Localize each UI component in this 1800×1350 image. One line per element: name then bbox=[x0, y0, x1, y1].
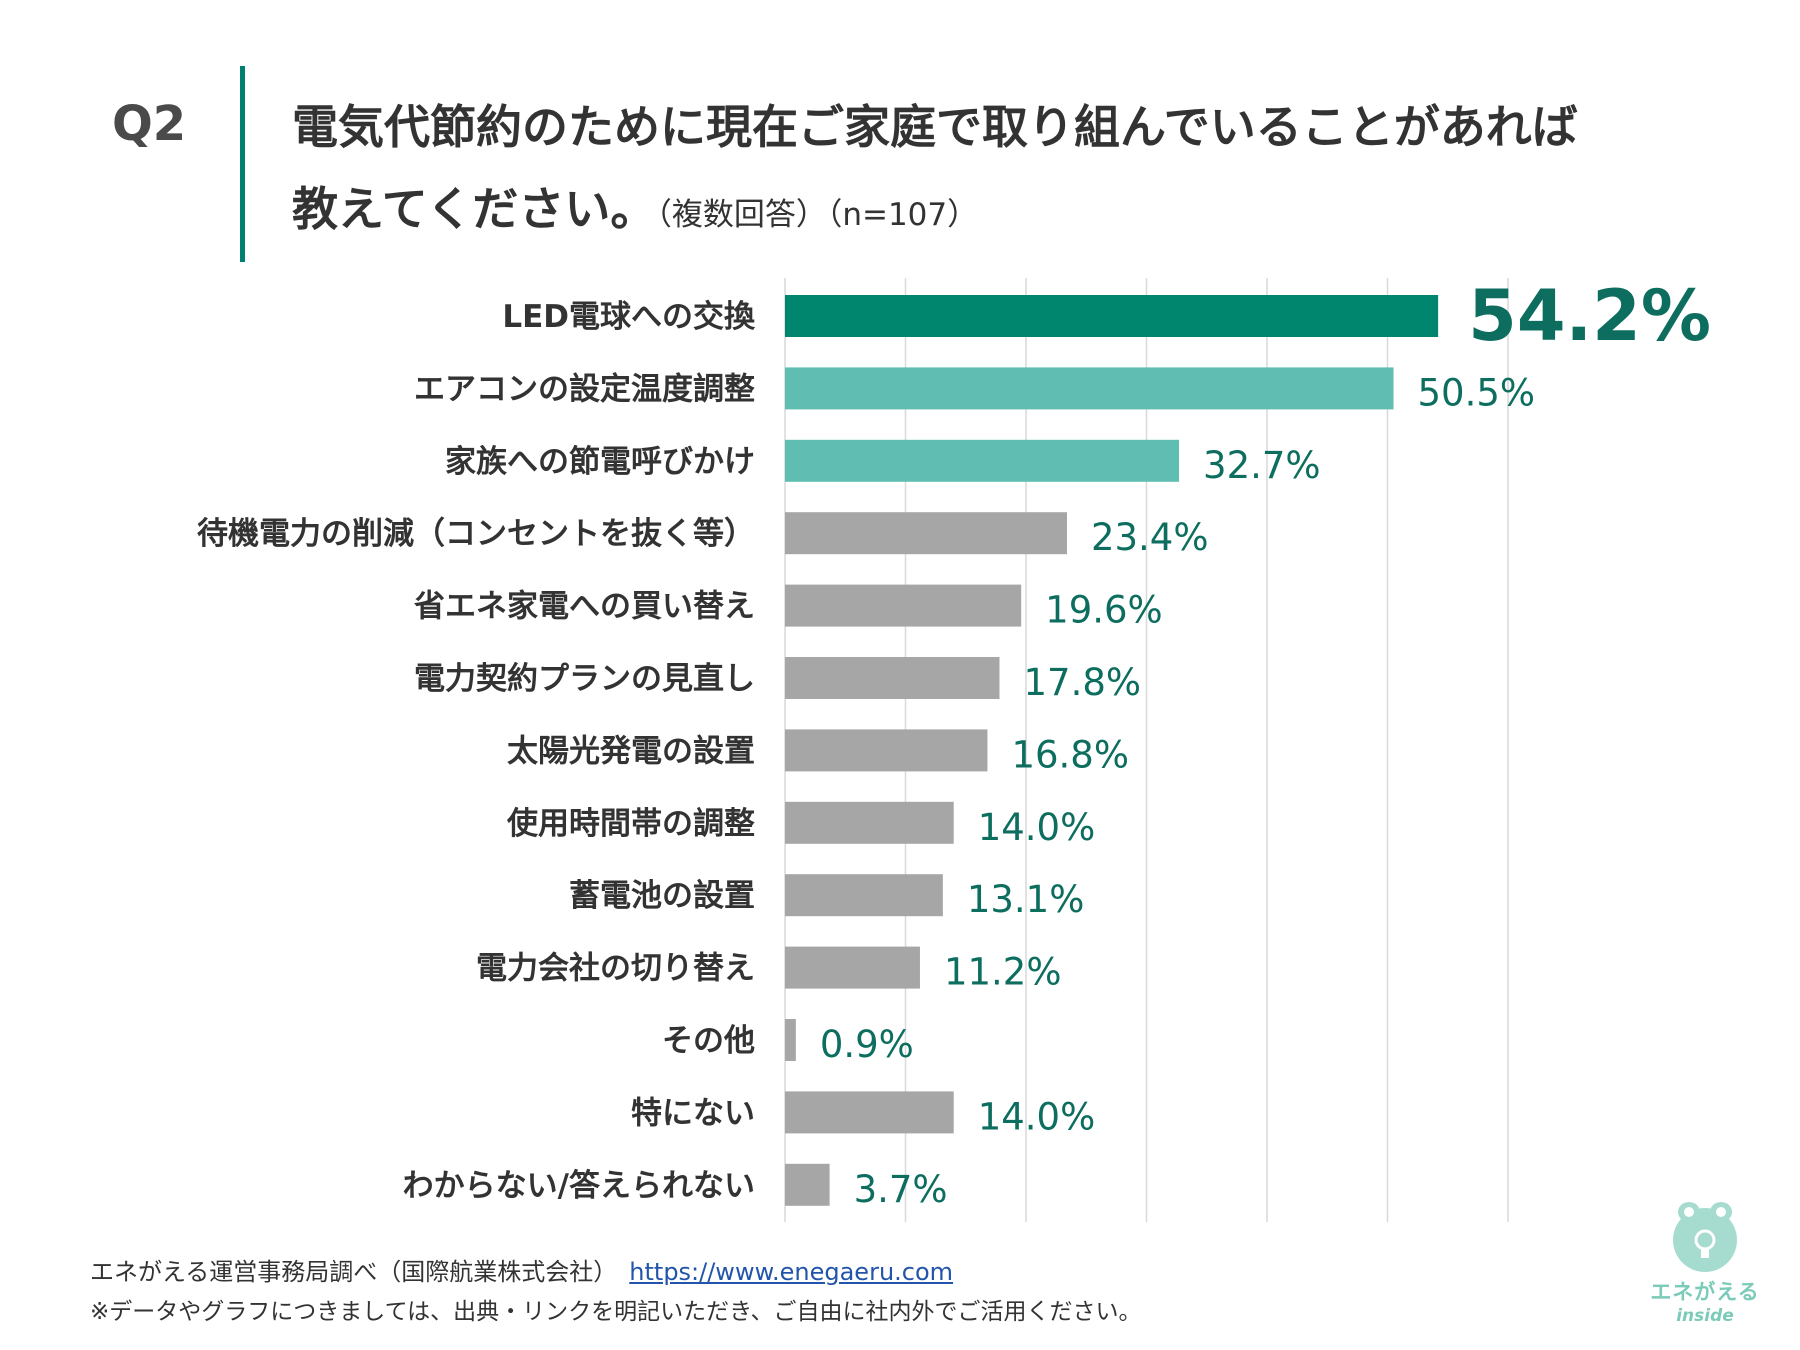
value-label: 3.7% bbox=[854, 1168, 948, 1211]
source-line: エネがえる運営事務局調べ（国際航業株式会社） https://www.enegae… bbox=[90, 1252, 953, 1287]
category-label: 蓄電池の設置 bbox=[569, 878, 755, 914]
value-label: 54.2% bbox=[1468, 275, 1711, 357]
bar-chart: LED電球への交換 54.2% エアコンの設定温度調整 50.5% 家族への節電呼びかけ… bbox=[197, 275, 1711, 1222]
bar bbox=[785, 946, 920, 989]
question-note: （複数回答）（n=107） bbox=[656, 197, 979, 233]
value-label: 14.0% bbox=[978, 806, 1096, 849]
bar bbox=[785, 801, 954, 844]
value-label: 0.9% bbox=[820, 1023, 914, 1066]
category-label: 待機電力の削減（コンセントを抜く等） bbox=[197, 516, 755, 552]
value-label: 14.0% bbox=[978, 1095, 1096, 1138]
bar bbox=[785, 1091, 954, 1134]
category-label: 電力契約プランの見直し bbox=[414, 661, 755, 697]
bar bbox=[785, 512, 1067, 555]
bar bbox=[785, 874, 943, 917]
chart-bars bbox=[785, 295, 1439, 1206]
value-label: 32.7% bbox=[1203, 444, 1321, 487]
chart-labels: LED電球への交換 54.2% エアコンの設定温度調整 50.5% 家族への節電呼びかけ… bbox=[197, 275, 1711, 1211]
source-text: エネがえる運営事務局調べ（国際航業株式会社） bbox=[90, 1258, 618, 1286]
question-title: 電気代節約のために現在ご家庭で取り組んでいることがあれば 教えてください。（複数… bbox=[292, 86, 1732, 256]
category-label: 家族への節電呼びかけ bbox=[445, 444, 755, 480]
title-divider bbox=[240, 66, 245, 262]
bar bbox=[785, 729, 988, 772]
value-label: 13.1% bbox=[967, 878, 1085, 921]
category-label: 特にない bbox=[631, 1095, 755, 1131]
question-line-2: 教えてください。（複数回答）（n=107） bbox=[292, 168, 1732, 256]
source-link[interactable]: https://www.enegaeru.com bbox=[629, 1258, 954, 1286]
category-label: エアコンの設定温度調整 bbox=[414, 371, 755, 407]
bar bbox=[785, 295, 1439, 337]
category-label: その他 bbox=[662, 1023, 755, 1059]
value-label: 16.8% bbox=[1011, 733, 1129, 776]
bar bbox=[785, 1019, 796, 1061]
category-label: わからない/答えられない bbox=[403, 1168, 755, 1204]
bar bbox=[785, 584, 1022, 627]
category-label: 使用時間帯の調整 bbox=[506, 806, 755, 842]
value-label: 19.6% bbox=[1045, 589, 1163, 632]
logo-sub-text: inside bbox=[1676, 1306, 1734, 1326]
value-label: 50.5% bbox=[1418, 371, 1536, 414]
question-line-2-text: 教えてください。 bbox=[292, 182, 657, 236]
brand-logo: エネがえる inside bbox=[1640, 1196, 1770, 1336]
category-label: LED電球への交換 bbox=[502, 299, 756, 335]
question-number: Q2 bbox=[112, 96, 187, 152]
question-line-1: 電気代節約のために現在ご家庭で取り組んでいることがあれば bbox=[292, 100, 1578, 154]
category-label: 省エネ家電への買い替え bbox=[414, 589, 755, 625]
value-label: 11.2% bbox=[944, 951, 1062, 994]
bar bbox=[785, 1163, 830, 1206]
frog-lightbulb-icon bbox=[1673, 1202, 1737, 1272]
bar bbox=[785, 439, 1180, 482]
logo-brand-text: エネがえる bbox=[1650, 1280, 1760, 1304]
usage-note: ※データやグラフにつきましては、出典・リンクを明記いただき、ご自由に社内外でご活… bbox=[90, 1299, 1142, 1325]
value-label: 23.4% bbox=[1091, 516, 1209, 559]
bar bbox=[785, 657, 1000, 699]
value-label: 17.8% bbox=[1023, 661, 1141, 704]
bar bbox=[785, 367, 1394, 410]
category-label: 電力会社の切り替え bbox=[476, 951, 755, 987]
category-label: 太陽光発電の設置 bbox=[507, 733, 755, 769]
